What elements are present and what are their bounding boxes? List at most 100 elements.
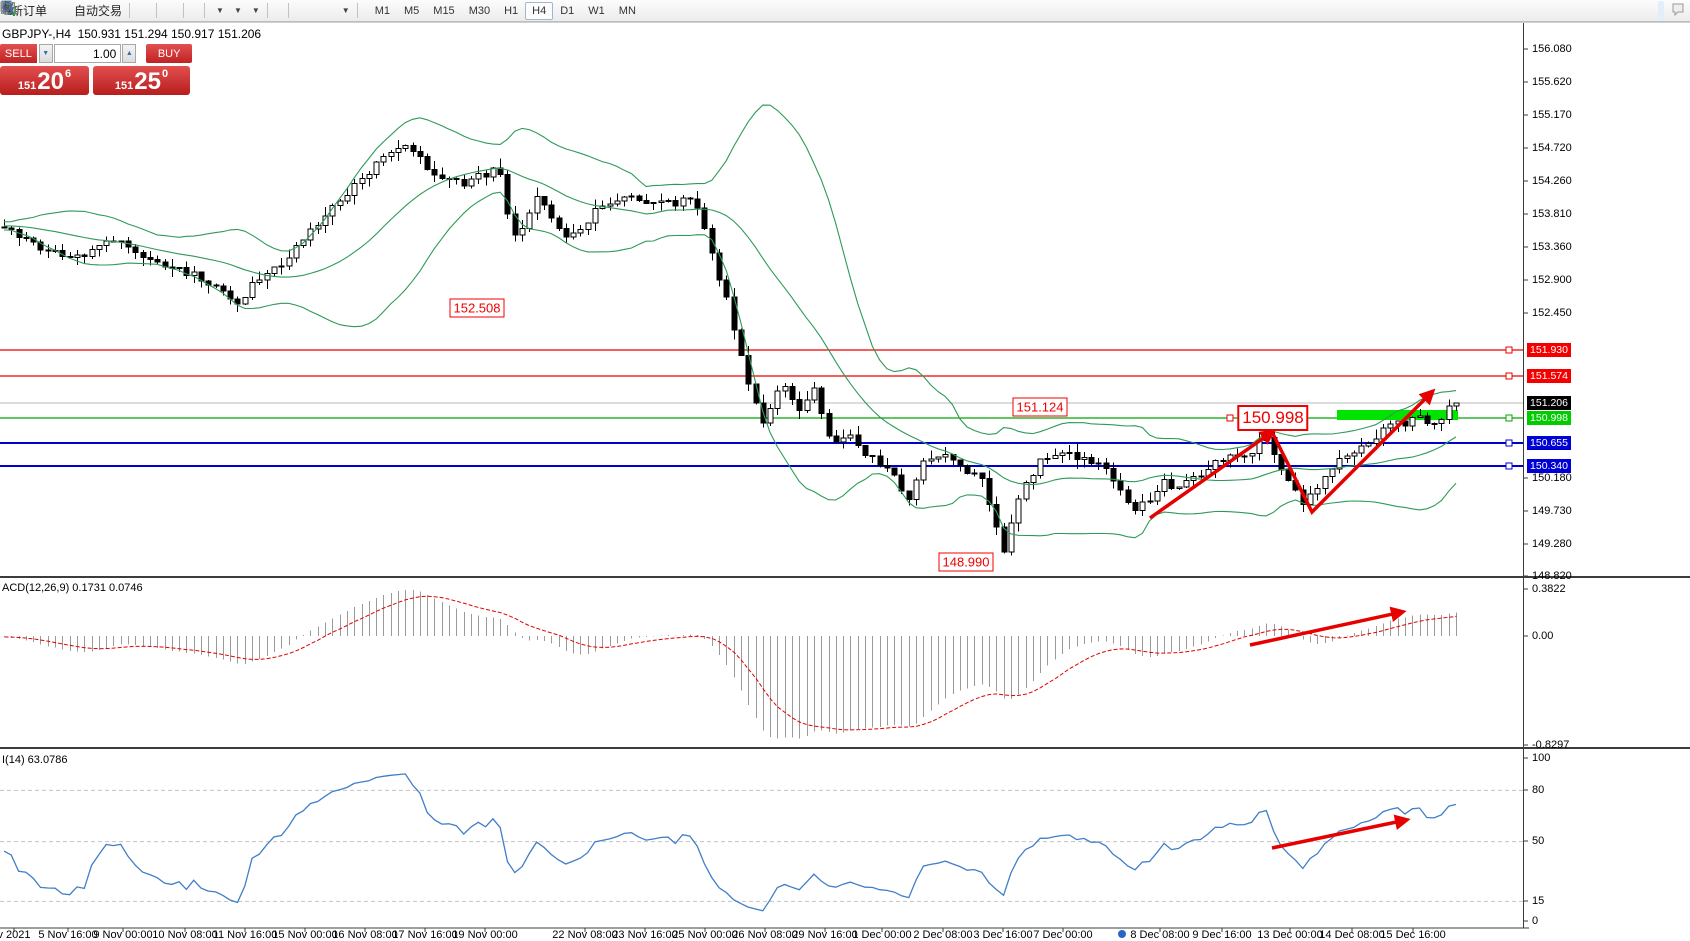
sell-price-sup: 6 bbox=[64, 68, 72, 80]
date-tick: 26 Nov 08:00 bbox=[732, 929, 798, 941]
macd-arrow[interactable] bbox=[1249, 606, 1407, 647]
timeframe-W1[interactable]: W1 bbox=[588, 4, 605, 17]
date-tick: 23 Nov 16:00 bbox=[612, 929, 678, 941]
dropdown-caret-icon: ▼ bbox=[341, 6, 350, 15]
price-annotation[interactable]: 152.508 bbox=[449, 298, 505, 318]
fibonacci-button[interactable]: F bbox=[2, 1, 323, 21]
date-tick: 2 Dec 08:00 bbox=[913, 929, 973, 941]
rsi-arrow[interactable] bbox=[1271, 814, 1411, 850]
price-tick: 148.820 bbox=[1532, 570, 1572, 582]
dropdown-caret-icon: ▼ bbox=[216, 6, 224, 15]
text-label-button[interactable]: T bbox=[1, 1, 335, 21]
price-tick: 152.900 bbox=[1532, 274, 1572, 286]
timeframe-M5[interactable]: M5 bbox=[404, 4, 420, 17]
arrows-button[interactable]: ▼ bbox=[3, 1, 353, 21]
date-tick: 17 Nov 16:00 bbox=[392, 929, 458, 941]
svg-text:T: T bbox=[6, 4, 12, 14]
trendline-button[interactable] bbox=[2, 1, 311, 21]
sell-price[interactable]: 151 20 6 bbox=[0, 66, 89, 95]
candles bbox=[1, 139, 1460, 556]
date-tick: 29 Nov 16:00 bbox=[792, 929, 858, 941]
macd-signal-line bbox=[4, 595, 1457, 731]
date-tick: v 2021 bbox=[0, 929, 31, 941]
timeframe-M30[interactable]: M30 bbox=[468, 4, 491, 17]
sell-button[interactable]: SELL bbox=[0, 44, 37, 63]
price-annotation[interactable]: 150.998 bbox=[1237, 405, 1309, 431]
toolbar-separator bbox=[266, 3, 268, 18]
date-tick: 22 Nov 08:00 bbox=[552, 929, 618, 941]
sell-price-base: 151 bbox=[17, 80, 37, 92]
buy-price[interactable]: 151 25 0 bbox=[93, 66, 190, 95]
date-tick: 5 Nov 16:00 bbox=[38, 929, 98, 941]
search-button[interactable] bbox=[2, 0, 1664, 21]
buy-button[interactable]: BUY bbox=[146, 44, 192, 63]
price-badge: 151.930 bbox=[1527, 343, 1571, 357]
timeframe-bar: M1 M5 M15 M30 H1 H4 D1 W1 MN bbox=[368, 1, 643, 20]
dropdown-caret-icon: ▼ bbox=[251, 6, 260, 15]
trend-arrow[interactable] bbox=[1148, 429, 1276, 520]
volume-down-button[interactable]: ▼ bbox=[38, 44, 53, 63]
rsi-tick: 100 bbox=[1532, 752, 1551, 764]
one-click-trading-panel: SELL ▼ 1.00 ▲ BUY 151 20 6 151 25 0 bbox=[0, 44, 192, 95]
toolbar-separator bbox=[287, 3, 289, 18]
price-badge: 150.340 bbox=[1527, 459, 1571, 473]
equidistant-channel-button[interactable]: E bbox=[1, 1, 317, 21]
rsi-tick: 50 bbox=[1532, 835, 1545, 847]
price-tick: 149.280 bbox=[1532, 538, 1572, 550]
price-badge: 150.998 bbox=[1527, 411, 1571, 425]
horizontal-line-button[interactable] bbox=[2, 1, 305, 21]
timeframe-M15[interactable]: M15 bbox=[433, 4, 455, 17]
timeframe-M1[interactable]: M1 bbox=[374, 4, 390, 17]
rsi-tick: 80 bbox=[1532, 784, 1545, 796]
buy-price-base: 151 bbox=[114, 80, 134, 92]
date-tick: 19 Nov 00:00 bbox=[452, 929, 518, 941]
price-annotation[interactable]: 148.990 bbox=[938, 552, 994, 572]
date-tick: 16 Nov 08:00 bbox=[332, 929, 398, 941]
templates-button[interactable]: ▼ bbox=[1, 1, 263, 21]
rsi-tick: 15 bbox=[1532, 895, 1545, 907]
main-toolbar: 新订单 自动交易 ▼ ▼ ▼ E F A bbox=[0, 0, 1690, 22]
macd-tick: 0.00 bbox=[1532, 630, 1554, 642]
periods-button[interactable]: ▼ bbox=[1, 1, 245, 21]
macd-indicator-label: ACD(12,26,9) 0.1731 0.0746 bbox=[2, 582, 143, 594]
chart-shift-button[interactable] bbox=[1, 1, 200, 21]
date-tick: 10 Nov 08:00 bbox=[152, 929, 218, 941]
price-tick: 154.720 bbox=[1532, 142, 1572, 154]
tile-windows-button[interactable] bbox=[2, 1, 179, 21]
date-tick: 1 Dec 00:00 bbox=[852, 929, 912, 941]
cursor-button[interactable] bbox=[5, 1, 278, 21]
timeframe-H1[interactable]: H1 bbox=[504, 4, 519, 17]
date-tick: 25 Nov 00:00 bbox=[672, 929, 738, 941]
price-tick: 153.810 bbox=[1532, 208, 1572, 220]
volume-up-button[interactable]: ▲ bbox=[122, 44, 137, 63]
price-annotation[interactable]: 151.124 bbox=[1012, 397, 1068, 417]
trend-arrow[interactable] bbox=[1270, 388, 1436, 515]
svg-text:A: A bbox=[4, 1, 12, 15]
timeframe-D1[interactable]: D1 bbox=[560, 4, 575, 17]
line-chart-button[interactable] bbox=[1, 1, 152, 21]
crosshair-button[interactable] bbox=[2, 1, 284, 21]
price-tick: 149.730 bbox=[1532, 505, 1572, 517]
date-tick: 8 Dec 08:00 bbox=[1130, 929, 1190, 941]
indicators-button[interactable]: ▼ bbox=[0, 1, 227, 21]
price-tick: 150.180 bbox=[1532, 472, 1572, 484]
auto-trading-label: 自动交易 bbox=[74, 4, 123, 18]
date-tick: 7 Dec 00:00 bbox=[1033, 929, 1093, 941]
vertical-line-button[interactable] bbox=[7, 1, 299, 21]
timeframe-H4[interactable]: H4 bbox=[525, 1, 554, 20]
text-button[interactable]: A bbox=[4, 1, 329, 21]
buy-price-sup: 0 bbox=[161, 68, 169, 80]
volume-input[interactable]: 1.00 bbox=[53, 44, 122, 63]
timeframe-MN[interactable]: MN bbox=[618, 4, 636, 17]
date-tick: 14 Dec 08:00 bbox=[1319, 929, 1385, 941]
macd-tick: 0.3822 bbox=[1532, 583, 1566, 595]
notifications-button[interactable]: 1 bbox=[1670, 1, 1684, 21]
new-order-label: 新订单 bbox=[11, 4, 48, 18]
toolbar-separator bbox=[156, 3, 158, 18]
bollinger-band bbox=[4, 167, 1457, 486]
svg-text:F: F bbox=[10, 11, 14, 16]
auto-trading-button[interactable]: 自动交易 bbox=[1, 1, 125, 21]
macd-histogram bbox=[4, 589, 1457, 739]
rsi-line bbox=[3, 773, 1457, 912]
